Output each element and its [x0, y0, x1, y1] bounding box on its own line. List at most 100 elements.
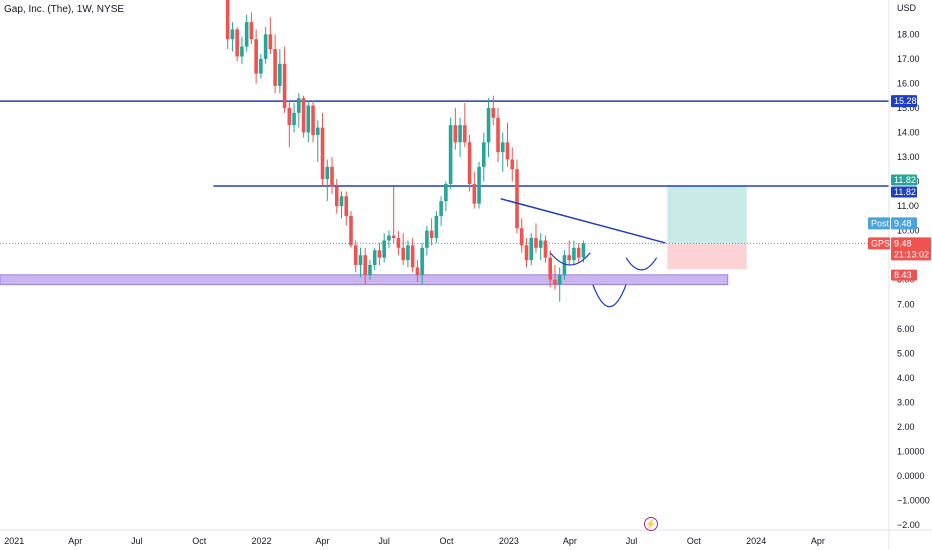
y-tick-label: 14.00	[897, 128, 920, 138]
candle-body	[562, 255, 567, 275]
candle-body	[254, 39, 258, 74]
pattern-arc	[592, 284, 627, 308]
gps-label-bg	[868, 237, 890, 250]
target-tag-bg	[891, 174, 917, 186]
level-upper-tag-bg	[891, 95, 917, 108]
candle-body	[363, 255, 368, 275]
candle-body	[415, 267, 420, 275]
x-tick-label: Apr	[68, 536, 82, 546]
candles-layer	[225, 0, 586, 302]
candle-body	[382, 240, 386, 258]
gps-value-bg	[891, 237, 931, 261]
candle-body	[244, 22, 249, 47]
candle-body	[230, 29, 235, 40]
candle-body	[406, 245, 410, 261]
y-tick-label: 2.00	[897, 422, 915, 432]
candle-body	[434, 215, 439, 239]
candle-body	[500, 142, 505, 153]
candle-body	[467, 142, 472, 185]
gps-timer-text: 21:13:02	[894, 249, 929, 259]
candle-body	[410, 245, 415, 268]
zones-layer	[0, 100, 889, 286]
candle-body	[496, 117, 500, 153]
y-tick-label: 7.00	[897, 299, 915, 309]
candle-body	[315, 127, 320, 135]
candle-body	[391, 235, 396, 239]
candle-body	[325, 166, 330, 180]
candle-body	[557, 274, 562, 285]
candle-body	[225, 0, 230, 40]
gps-value-text: 9.48	[894, 238, 912, 248]
candle-body	[534, 238, 538, 248]
candle-body	[273, 49, 277, 86]
candle-body	[515, 169, 519, 229]
candle-body	[287, 107, 292, 126]
x-tick-label: 2022	[252, 536, 272, 546]
currency-label: USD	[897, 3, 917, 13]
candle-body	[572, 247, 576, 261]
x-tick-label: Apr	[316, 536, 330, 546]
candle-body	[401, 247, 405, 261]
x-tick-label: Oct	[687, 536, 702, 546]
candle-body	[458, 125, 462, 143]
candle-body	[439, 201, 443, 216]
candle-body	[529, 238, 534, 261]
candle-body	[387, 235, 391, 241]
candle-body	[311, 105, 315, 135]
candle-body	[358, 255, 363, 265]
candle-body	[567, 255, 571, 261]
candle-body	[472, 184, 477, 204]
support-zone	[0, 274, 729, 286]
y-tick-label: 11.00	[897, 201, 919, 211]
candle-body	[263, 34, 268, 59]
candle-body	[353, 245, 358, 265]
candle-body	[282, 63, 287, 108]
flash-icon[interactable]: ⚡	[644, 517, 658, 531]
level-lower-tag-text: 11.82	[894, 187, 916, 197]
x-tick-label: Apr	[563, 536, 577, 546]
candle-body	[553, 279, 557, 285]
y-tick-label: 4.00	[897, 373, 915, 383]
y-tick-label: 16.00	[897, 78, 920, 88]
x-tick-label: Jul	[626, 536, 638, 546]
candle-body	[429, 230, 434, 239]
candle-body	[486, 107, 491, 143]
post-value-text: 9.48	[894, 218, 912, 228]
candle-body	[444, 184, 448, 202]
chart-title: Gap, Inc. (The), 1W, NYSE	[4, 4, 125, 15]
y-tick-label: 10.00	[897, 226, 920, 236]
candle-body	[377, 250, 382, 258]
y-tick-label: 18.00	[897, 29, 920, 39]
x-tick-label: 2024	[746, 536, 766, 546]
candle-body	[463, 125, 467, 143]
candle-body	[278, 63, 282, 86]
level-lower-tag-bg	[891, 186, 917, 198]
candle-body	[581, 243, 586, 258]
candle-body	[339, 196, 344, 207]
candle-body	[240, 46, 244, 57]
candle-body	[482, 142, 486, 167]
stop-tag-text: 8.43	[894, 270, 912, 280]
pattern-arc	[549, 252, 591, 266]
pattern-arc	[625, 257, 658, 271]
candle-body	[491, 107, 496, 118]
candle-body	[453, 125, 458, 143]
x-tick-label: Oct	[440, 536, 455, 546]
candle-body	[448, 125, 453, 185]
candle-body	[306, 105, 311, 133]
candle-body	[249, 22, 254, 40]
x-tick-label: 2023	[499, 536, 519, 546]
gps-label-text: GPS	[871, 238, 890, 248]
y-tick-label: 3.00	[897, 397, 915, 407]
trendline	[500, 198, 666, 244]
stop-tag-bg	[891, 269, 917, 281]
candle-body	[548, 257, 553, 280]
candle-body	[235, 29, 239, 57]
x-tick-label: Jul	[131, 536, 143, 546]
candle-body	[505, 142, 510, 160]
x-tick-label: Jul	[378, 536, 390, 546]
candle-body	[301, 98, 306, 133]
candle-body	[519, 228, 524, 246]
candle-body	[372, 250, 377, 265]
